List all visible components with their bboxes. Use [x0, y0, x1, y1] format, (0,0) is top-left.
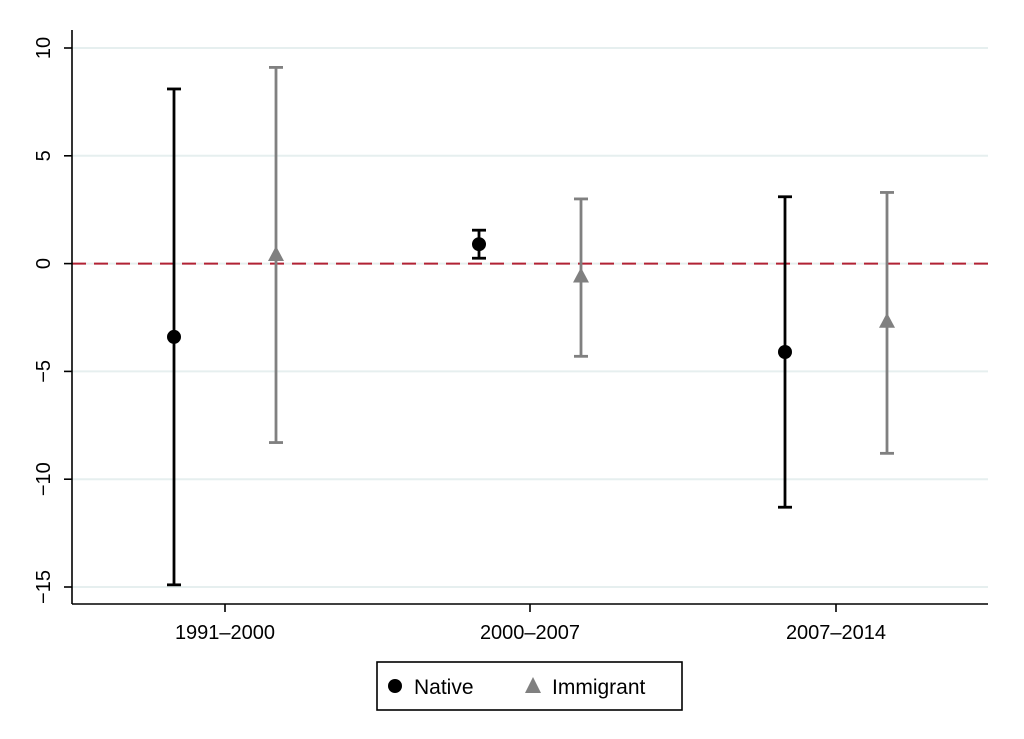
- grid-lines: [72, 47, 988, 588]
- point-immigrant-0: [268, 245, 284, 261]
- legend-marker-native: [388, 679, 402, 693]
- y-tick-label-1: 5: [33, 150, 55, 161]
- y-tick-label-0: 10: [33, 37, 55, 59]
- point-immigrant-2: [879, 312, 895, 328]
- x-tick-label-2: 2007–2014: [786, 622, 886, 644]
- x-tick-label-0: 1991–2000: [175, 622, 275, 644]
- y-tick-label-5: −15: [33, 570, 55, 604]
- x-ticks: 1991–2000 2000–2007 2007–2014: [175, 604, 886, 644]
- legend-marker-immigrant: [525, 677, 541, 693]
- point-native-2: [778, 344, 792, 359]
- point-native-1: [472, 237, 486, 252]
- y-ticks: 10 5 0 −5 −10 −15: [33, 37, 72, 604]
- y-tick-label-4: −10: [33, 462, 55, 496]
- axes: [71, 30, 988, 605]
- legend-label-native: Native: [414, 676, 474, 699]
- y-tick-label-3: −5: [33, 360, 55, 383]
- y-tick-label-2: 0: [33, 258, 55, 269]
- x-tick-label-1: 2000–2007: [480, 622, 580, 644]
- data-marks: [167, 66, 895, 587]
- point-native-0: [167, 329, 181, 344]
- legend-label-immigrant: Immigrant: [552, 676, 646, 699]
- legend: Native Immigrant: [376, 661, 683, 711]
- point-immigrant-1: [573, 267, 589, 283]
